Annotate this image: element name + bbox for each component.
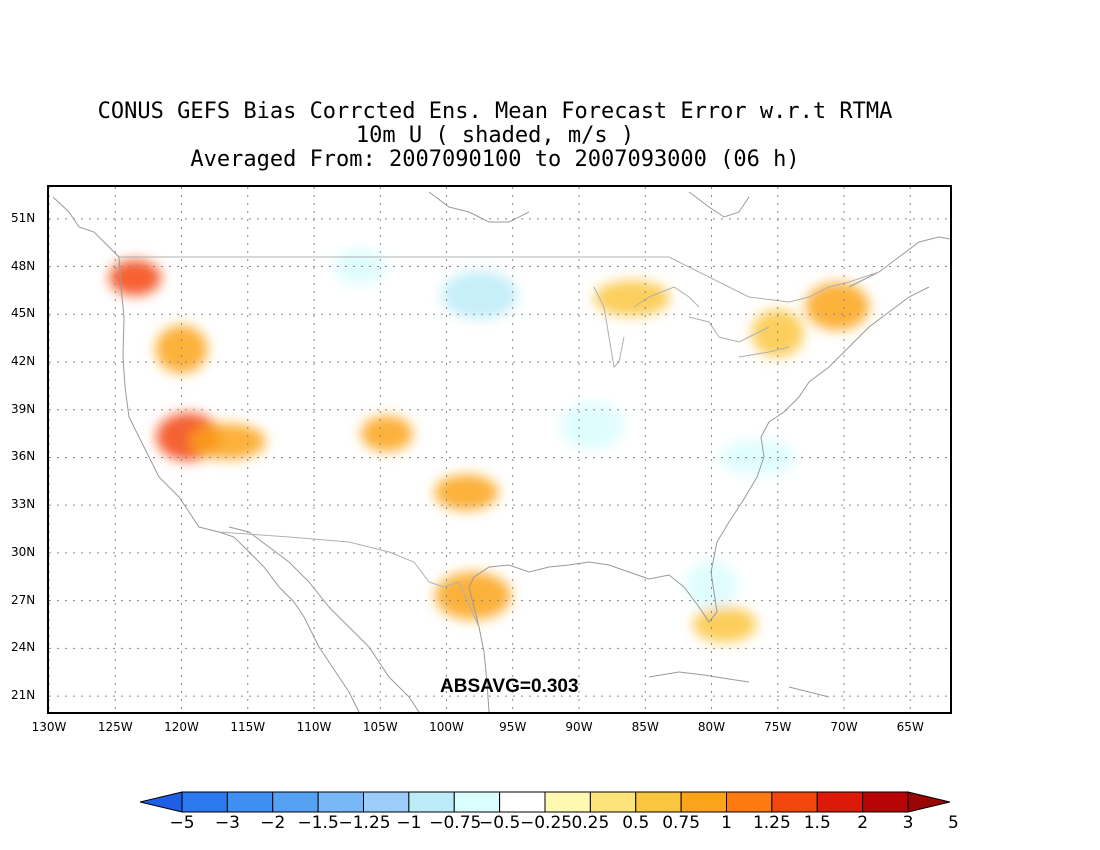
colorbar-label: 1.25 bbox=[752, 813, 791, 833]
colorbar-box bbox=[862, 791, 909, 813]
lat-tick-label: 30N bbox=[11, 544, 36, 559]
colorbar-label: 1.5 bbox=[803, 813, 831, 833]
lon-tick-label: 95W bbox=[499, 720, 527, 734]
lon-tick-label: 105W bbox=[362, 720, 398, 734]
absavg-label: ABSAVG=0.303 bbox=[440, 676, 579, 697]
colorbar-box bbox=[317, 791, 364, 813]
coastline bbox=[52, 191, 950, 712]
field-blob bbox=[434, 474, 499, 511]
colorbar-right-arrow bbox=[907, 791, 950, 813]
lon-tick-label: 65W bbox=[896, 720, 924, 734]
title-line-2: 10m U ( shaded, m/s ) bbox=[355, 123, 635, 148]
field-blob bbox=[348, 505, 425, 554]
field-blob bbox=[719, 439, 796, 476]
colorbar-label: −0.5 bbox=[478, 813, 521, 833]
lon-tick-label: 120W bbox=[164, 720, 199, 734]
colorbar-box bbox=[726, 791, 773, 813]
colorbar-box bbox=[544, 791, 591, 813]
colorbar-box bbox=[226, 791, 274, 813]
lat-tick-label: 48N bbox=[11, 258, 36, 273]
title-line-3: Averaged From: 2007090100 to 2007093000 … bbox=[190, 147, 800, 172]
colorbar-label: −0.25 bbox=[520, 813, 573, 833]
colorbar-box bbox=[453, 791, 501, 813]
lat-tick-label: 36N bbox=[11, 449, 36, 464]
lon-tick-label: 70W bbox=[830, 720, 858, 734]
colorbar-box bbox=[181, 791, 228, 813]
lon-tick-label: 100W bbox=[429, 720, 464, 734]
colorbar-box bbox=[816, 791, 864, 813]
field-blob bbox=[594, 280, 670, 317]
colorbar-box bbox=[363, 791, 410, 813]
colorbar-label: 3 bbox=[902, 813, 914, 833]
field-blob bbox=[109, 259, 162, 296]
lon-tick-label: 85W bbox=[631, 720, 659, 734]
colorbar-label: 0.5 bbox=[622, 813, 650, 833]
colorbar-label: 1 bbox=[721, 813, 732, 833]
field-blob bbox=[189, 423, 266, 460]
colorbar-box bbox=[408, 791, 455, 813]
field-blob bbox=[751, 309, 804, 358]
colorbar-label: −1 bbox=[396, 813, 422, 833]
field-blob bbox=[639, 473, 704, 522]
colorbar-box bbox=[635, 791, 682, 813]
chart-title: CONUS GEFS Bias Corrcted Ens. Mean Forec… bbox=[0, 100, 990, 172]
map-plot-area bbox=[47, 185, 952, 714]
field-blob bbox=[155, 325, 208, 374]
colorbar-label: −0.75 bbox=[429, 813, 482, 833]
lat-tick-label: 33N bbox=[11, 497, 36, 512]
lon-tick-label: 130W bbox=[31, 720, 67, 734]
colorbar bbox=[140, 791, 950, 813]
colorbar-box bbox=[589, 791, 637, 813]
lon-tick-label: 125W bbox=[97, 720, 133, 734]
field-blob bbox=[685, 560, 738, 609]
field-blob bbox=[526, 479, 579, 516]
borders bbox=[119, 256, 880, 628]
colorbar-label: −3 bbox=[214, 813, 240, 833]
field-blob bbox=[360, 415, 413, 452]
lat-tick-label: 21N bbox=[11, 688, 36, 703]
lat-tick-label: 27N bbox=[11, 592, 36, 607]
colorbar-label: −5 bbox=[169, 813, 195, 833]
lat-tick-label: 42N bbox=[11, 354, 36, 368]
lat-tick-label: 45N bbox=[11, 306, 36, 321]
colorbar-box bbox=[771, 791, 818, 813]
field-blob bbox=[288, 344, 353, 380]
lon-tick-label: 90W bbox=[565, 720, 593, 734]
colorbar-left-arrow bbox=[140, 791, 183, 813]
lon-tick-label: 75W bbox=[764, 720, 792, 734]
field-blob bbox=[334, 248, 387, 285]
colorbar-label: −1.5 bbox=[297, 813, 339, 833]
colorbar-label: 0.25 bbox=[571, 813, 610, 833]
field-blob bbox=[560, 401, 625, 450]
lat-tick-label: 24N bbox=[11, 640, 36, 655]
colorbar-box bbox=[499, 791, 546, 813]
colorbar-label: 2 bbox=[857, 813, 869, 833]
lat-tick-label: 51N bbox=[11, 210, 36, 225]
lon-tick-label: 110W bbox=[296, 720, 332, 734]
colorbar-box bbox=[680, 791, 727, 813]
lat-tick-label: 39N bbox=[11, 401, 36, 416]
colorbar-label: −2 bbox=[260, 813, 286, 833]
colorbar-label: −1.25 bbox=[338, 813, 391, 833]
field-blob bbox=[805, 282, 870, 331]
colorbar-label: 5 bbox=[947, 813, 959, 833]
colorbar-label: 0.75 bbox=[662, 813, 701, 833]
field-blob bbox=[441, 271, 518, 320]
title-line-1: CONUS GEFS Bias Corrcted Ens. Mean Forec… bbox=[97, 99, 893, 124]
shaded-field bbox=[109, 248, 870, 643]
lon-tick-label: 115W bbox=[230, 720, 266, 734]
lon-tick-label: 80W bbox=[697, 720, 726, 734]
map-svg bbox=[49, 187, 950, 712]
field-blob bbox=[692, 606, 757, 643]
colorbar-box bbox=[272, 791, 319, 813]
